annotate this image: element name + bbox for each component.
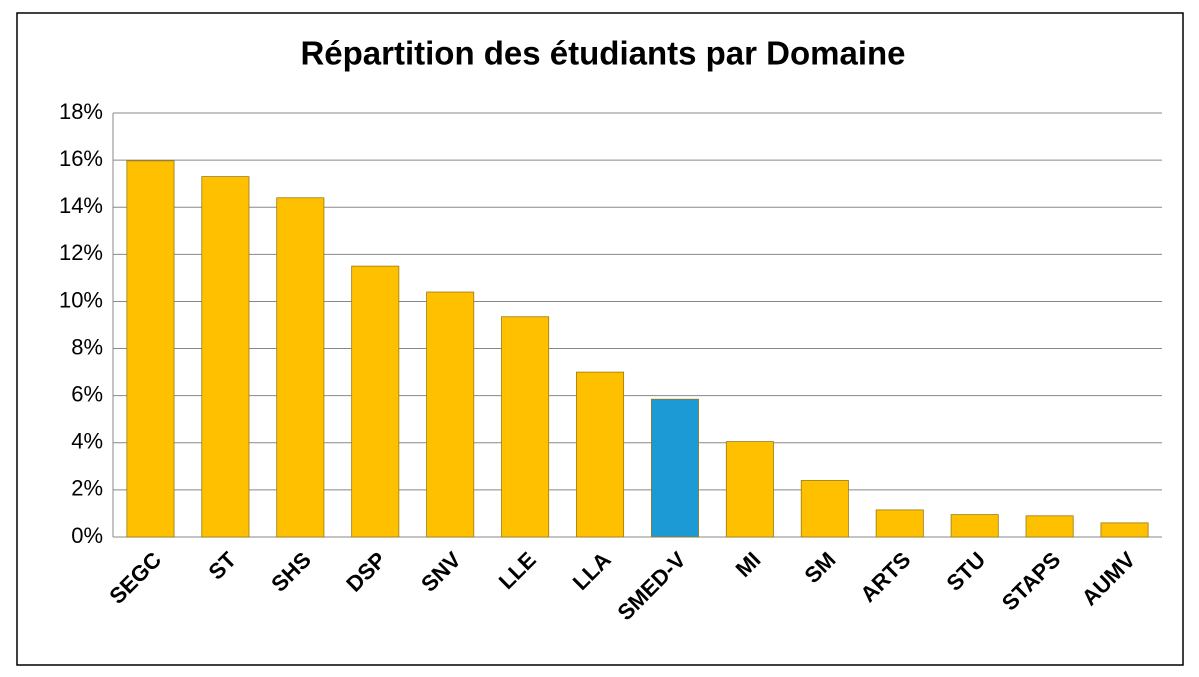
y-tick-label: 16% [59, 146, 103, 171]
bar [501, 316, 550, 538]
bar [800, 480, 849, 538]
bar [201, 176, 250, 538]
y-tick-label: 14% [59, 193, 103, 218]
chart-title: Répartition des étudiants par Domaine [300, 35, 905, 72]
y-tick-label: 8% [71, 334, 103, 359]
bar [576, 371, 625, 538]
y-tick-label: 2% [71, 476, 103, 501]
bar [351, 265, 400, 538]
y-tick-label: 12% [59, 240, 103, 265]
y-tick-label: 6% [71, 381, 103, 406]
bar [725, 441, 774, 538]
y-tick-label: 4% [71, 429, 103, 454]
bar [875, 509, 924, 538]
bar [1100, 522, 1149, 538]
y-tick-label: 10% [59, 287, 103, 312]
y-tick-label: 18% [59, 99, 103, 124]
bar [426, 291, 475, 538]
bar [1025, 515, 1074, 538]
bar [276, 197, 325, 538]
bar [650, 398, 699, 538]
bar [126, 160, 175, 538]
y-tick-label: 0% [71, 523, 103, 548]
bar [950, 514, 999, 538]
